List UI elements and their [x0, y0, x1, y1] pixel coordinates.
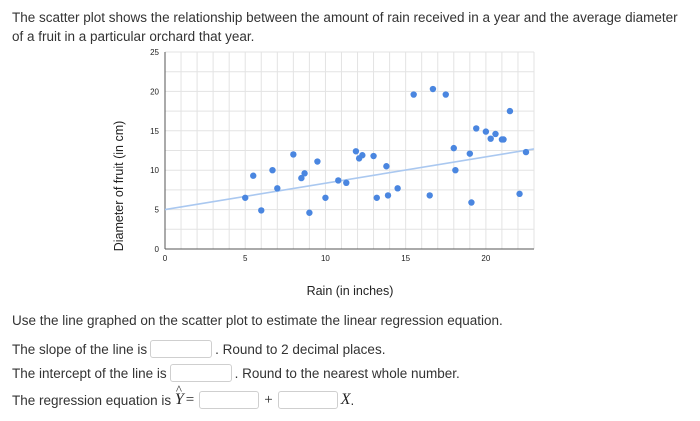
data-point — [473, 125, 480, 132]
data-point — [242, 194, 249, 201]
y-symbol: Y — [174, 391, 184, 408]
intercept-question: The intercept of the line is . Round to … — [12, 364, 460, 382]
data-point — [274, 185, 281, 192]
data-point — [522, 148, 530, 156]
intercept-input[interactable] — [169, 364, 232, 382]
y-tick-label: 20 — [150, 87, 159, 96]
data-point — [506, 107, 514, 115]
hat-symbol: ^ — [175, 382, 182, 397]
data-point — [314, 158, 321, 165]
tick-labels: 0 5 10 15 20 0 5 10 15 20 25 — [150, 48, 491, 263]
data-point — [298, 174, 305, 182]
y-hat-symbol: ^ Y — [174, 382, 184, 409]
data-point — [500, 136, 507, 143]
x-tick-label: 0 — [163, 254, 168, 263]
equals-sign: = — [185, 391, 195, 408]
slope-input[interactable] — [150, 340, 213, 358]
data-point — [394, 185, 401, 192]
x-axis-title: Rain (in inches) — [307, 284, 394, 298]
data-point — [383, 163, 390, 170]
equation-question: The regression equation is ^ Y = + X. — [12, 382, 355, 409]
data-point — [322, 194, 329, 201]
axes — [164, 52, 534, 250]
data-point — [426, 192, 433, 199]
x-symbol: X — [340, 391, 351, 408]
data-point — [269, 167, 276, 174]
y-axis-title: Diameter of fruit (in cm) — [112, 121, 126, 252]
data-point — [429, 85, 437, 93]
data-point — [301, 170, 308, 177]
equation-slope-input[interactable] — [277, 391, 338, 409]
data-point — [258, 207, 265, 214]
data-point — [516, 190, 523, 198]
intercept-label: The intercept of the line is — [12, 365, 167, 381]
data-point — [466, 150, 474, 157]
slope-question: The slope of the line is . Round to 2 de… — [12, 340, 385, 358]
data-point — [450, 144, 457, 152]
x-tick-label: 20 — [481, 254, 490, 263]
plus-sign: + — [264, 391, 273, 408]
data-point — [487, 135, 494, 142]
data-point — [306, 209, 313, 216]
data-points — [242, 85, 530, 216]
y-tick-label: 25 — [150, 48, 159, 57]
instruction-line: Use the line graphed on the scatter plot… — [12, 313, 503, 328]
scatter-chart: 0 5 10 15 20 0 5 10 15 20 25 Diameter of fruit (in… — [112, 48, 535, 298]
instruction-text: Use the line graphed on the scatter plot… — [12, 313, 503, 328]
intercept-note: . Round to the nearest whole number. — [234, 365, 460, 381]
data-point — [343, 179, 350, 187]
equation-label: The regression equation is — [12, 392, 172, 408]
x-tick-label: 10 — [321, 254, 330, 263]
y-tick-label: 15 — [150, 127, 159, 136]
data-point — [335, 177, 342, 184]
data-point — [359, 152, 366, 159]
data-point — [468, 199, 475, 206]
equation-end: . — [350, 392, 355, 408]
data-point — [492, 130, 499, 138]
equation-intercept-input[interactable] — [199, 391, 260, 409]
regression-line — [164, 148, 535, 211]
y-tick-label: 5 — [155, 206, 160, 215]
grid — [164, 51, 535, 250]
data-point — [482, 128, 490, 135]
data-point — [442, 91, 449, 98]
data-point — [410, 91, 417, 98]
y-tick-label: 10 — [150, 166, 159, 175]
slope-note: . Round to 2 decimal places. — [215, 341, 386, 357]
x-tick-label: 5 — [243, 254, 248, 263]
data-point — [384, 192, 392, 199]
data-point — [370, 152, 377, 160]
data-point — [373, 194, 380, 201]
data-point — [290, 151, 297, 158]
data-point — [452, 167, 459, 174]
data-point — [352, 148, 360, 155]
regression-line-layer — [164, 148, 535, 211]
data-point — [250, 172, 257, 179]
slope-label: The slope of the line is — [12, 341, 148, 357]
x-tick-label: 15 — [401, 254, 410, 263]
intro-text: The scatter plot shows the relationship … — [12, 10, 678, 44]
y-tick-label: 0 — [155, 245, 160, 254]
